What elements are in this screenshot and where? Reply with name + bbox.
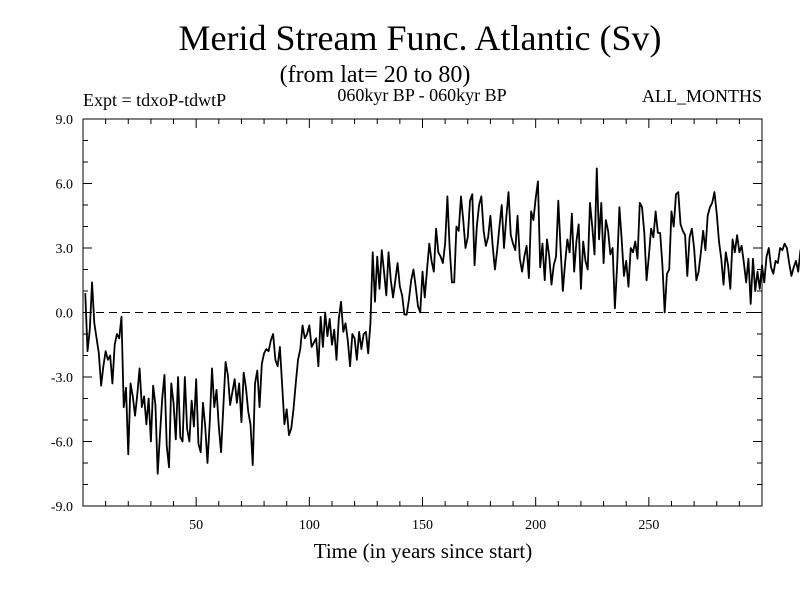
y-tick-label: 3.0 bbox=[56, 242, 74, 257]
y-tick-label: 0.0 bbox=[56, 307, 74, 322]
x-axis-label: Time (in years since start) bbox=[314, 539, 533, 563]
axis-ticks bbox=[83, 119, 762, 506]
x-tick-label: 100 bbox=[299, 518, 320, 533]
x-tick-label: 200 bbox=[525, 518, 546, 533]
y-tick-label: -3.0 bbox=[51, 371, 73, 386]
chart-subtitle: (from lat= 20 to 80) bbox=[280, 62, 471, 88]
experiment-label: Expt = tdxoP-tdwtP bbox=[83, 90, 226, 110]
x-tick-label: 150 bbox=[412, 518, 433, 533]
plot-frame bbox=[82, 118, 763, 507]
y-tick-label: 6.0 bbox=[56, 178, 74, 193]
x-tick-label: 250 bbox=[638, 518, 659, 533]
chart-title: Merid Stream Func. Atlantic (Sv) bbox=[179, 18, 662, 58]
months-label: ALL_MONTHS bbox=[642, 86, 762, 106]
x-tick-label: 50 bbox=[189, 518, 203, 533]
y-tick-label: -9.0 bbox=[51, 500, 73, 515]
period-label: 060kyr BP - 060kyr BP bbox=[337, 85, 506, 105]
tick-labels: 50 100 150 200 250 -9.0 -6.0 -3.0 0.0 3.0 6.0 9.0 bbox=[51, 113, 660, 533]
y-tick-label: 9.0 bbox=[56, 113, 74, 128]
series-line bbox=[84, 167, 800, 475]
y-tick-label: -6.0 bbox=[51, 436, 73, 451]
